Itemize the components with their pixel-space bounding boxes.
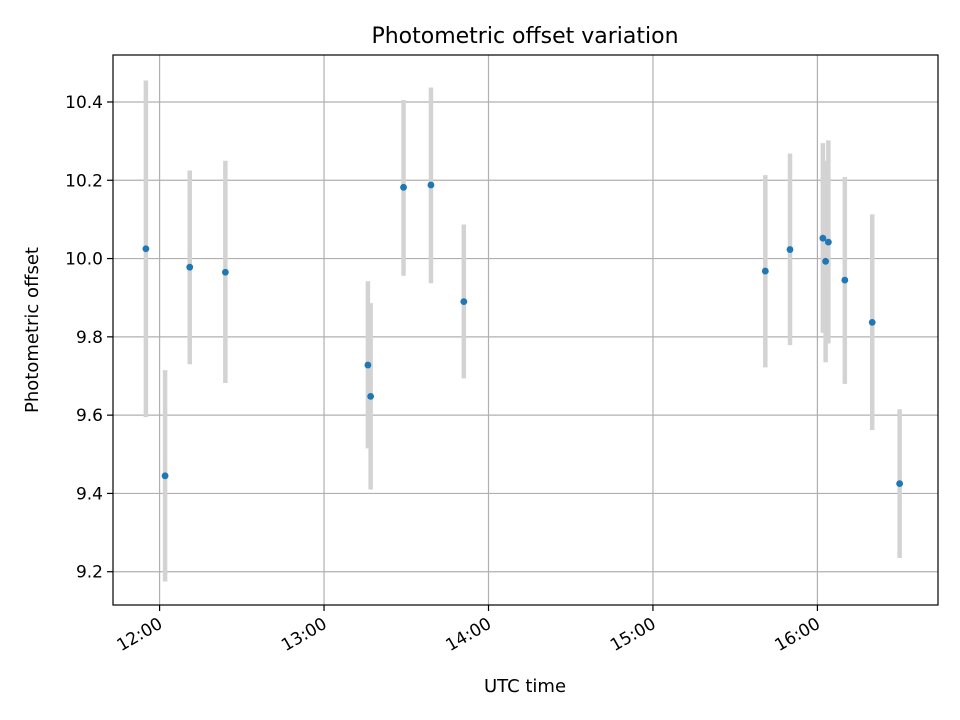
y-tick-label: 9.4 bbox=[76, 484, 103, 504]
data-point bbox=[221, 268, 229, 276]
data-point bbox=[367, 392, 375, 400]
data-point bbox=[460, 298, 468, 306]
plot-frame bbox=[112, 54, 939, 606]
data-point bbox=[841, 276, 849, 284]
y-tick-label: 10.4 bbox=[65, 93, 103, 113]
data-point bbox=[400, 183, 407, 191]
data-point bbox=[364, 361, 372, 369]
data-point bbox=[186, 263, 194, 271]
data-point bbox=[824, 238, 832, 246]
data-points bbox=[142, 181, 904, 488]
data-point bbox=[427, 181, 435, 189]
data-point bbox=[822, 257, 830, 265]
data-point bbox=[761, 267, 769, 275]
data-point bbox=[786, 246, 794, 253]
plot-area bbox=[113, 55, 938, 605]
data-point bbox=[896, 480, 904, 488]
data-point bbox=[819, 234, 827, 242]
y-axis-label: Photometric offset bbox=[22, 247, 43, 413]
y-tick-label: 9.8 bbox=[76, 328, 103, 348]
data-point bbox=[868, 318, 876, 326]
y-tick-label: 10.2 bbox=[65, 171, 103, 191]
y-tick-label: 9.2 bbox=[76, 563, 103, 583]
x-axis-label: UTC time bbox=[484, 676, 566, 697]
grid bbox=[113, 55, 938, 605]
data-point bbox=[142, 245, 150, 253]
y-tick-label: 9.6 bbox=[76, 406, 103, 426]
data-point bbox=[161, 472, 169, 480]
chart-title: Photometric offset variation bbox=[371, 24, 678, 49]
y-tick-label: 10.0 bbox=[65, 250, 103, 270]
y-axis-ticks: 9.2 9.4 9.6 9.8 10.0 10.2 10.4 bbox=[65, 93, 113, 583]
